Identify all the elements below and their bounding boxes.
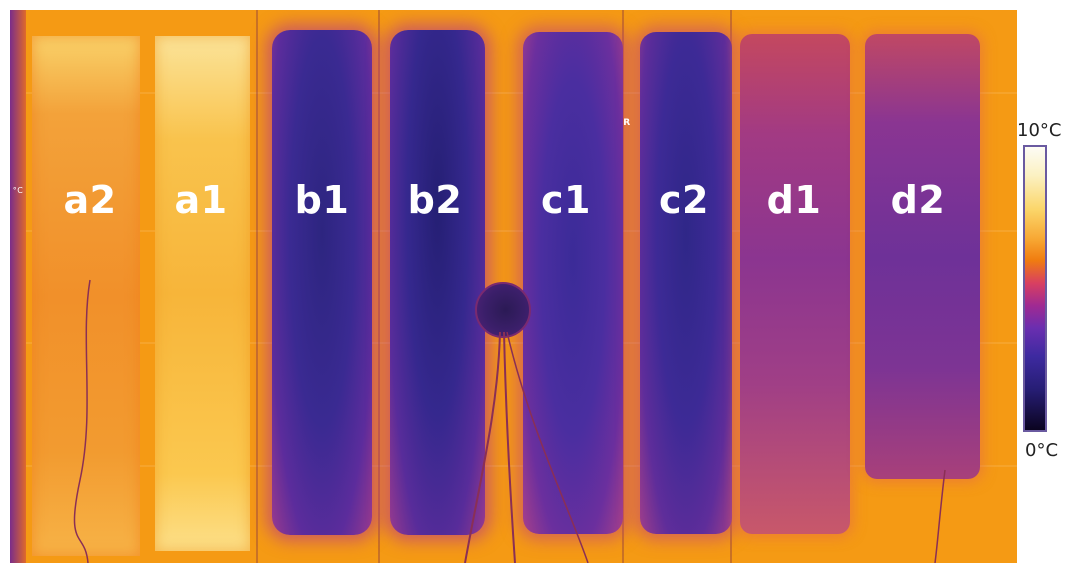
strip-b1 [272,30,372,535]
sensor-cables [73,279,946,563]
mosaic-seam [10,465,1017,467]
strip-label-a2: a2 [63,178,117,222]
mosaic-seam [10,92,1017,94]
strip-label-c2: c2 [659,178,709,222]
strip-d1 [740,34,850,534]
mosaic-seam [378,10,380,563]
strip-c2 [640,32,732,534]
colorbar-max-label: 10°C [1017,120,1062,141]
colorbar [1023,145,1047,432]
strip-label-b1: b1 [294,178,350,222]
mosaic-seam [10,342,1017,344]
sensor-probe [475,282,531,338]
thermal-image: °C R a2 a1 b1 b2 c1 c2 d1 d2 [10,10,1017,563]
strip-c1 [523,32,623,534]
mosaic-seam [622,10,624,563]
strip-a1 [155,36,250,551]
strip-d2 [865,34,980,479]
strip-label-d2: d2 [890,178,946,222]
left-edge-band [10,10,26,563]
colorbar-min-label: 0°C [1025,440,1059,461]
strip-label-b2: b2 [407,178,463,222]
edge-unit-fragment: °C [12,186,24,195]
strip-label-d1: d1 [766,178,822,222]
probe-marker: R [623,118,631,128]
strip-label-c1: c1 [541,178,591,222]
strip-b2 [390,30,485,535]
mosaic-seam [256,10,258,563]
mosaic-seam [10,230,1017,232]
strip-label-a1: a1 [174,178,228,222]
strip-a2 [32,36,140,556]
